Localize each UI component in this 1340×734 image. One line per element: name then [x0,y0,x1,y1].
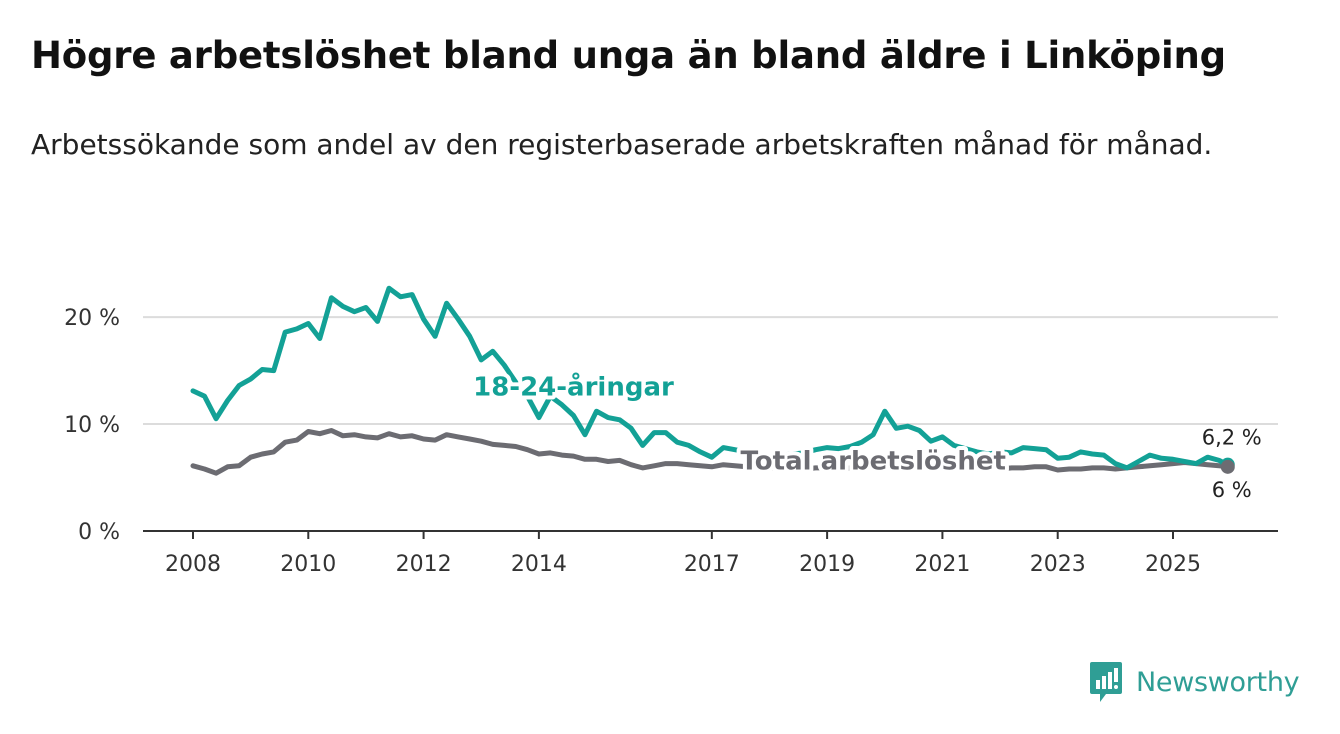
series-lines [190,285,1235,476]
y-tick-label: 20 % [64,306,120,331]
x-tick-label: 2021 [914,552,970,577]
chart-subtitle: Arbetssökande som andel av den registerb… [31,128,1213,161]
y-tick-label: 0 % [78,520,120,545]
y-tick-label: 10 % [64,413,120,438]
x-tick-label: 2025 [1145,552,1201,577]
x-tick-label: 2014 [511,552,567,577]
brand-name: Newsworthy [1136,666,1300,698]
newsworthy-logo[interactable]: Newsworthy [1088,660,1300,704]
newsworthy-logo-icon [1090,662,1122,702]
x-tick-label: 2010 [280,552,336,577]
series-label-youth: 18-24-åringar [473,371,674,403]
end-point-total [1220,459,1235,474]
series-label-total: Total arbetslöshet [741,446,1006,476]
x-tick-label: 2017 [684,552,740,577]
x-tick-label: 2019 [799,552,855,577]
x-axis: 2008 2010 2012 2014 2017 2019 2021 2023 2025 [143,530,1278,577]
x-tick-label: 2023 [1030,552,1086,577]
chart-title: Högre arbetslöshet bland unga än bland ä… [31,34,1226,77]
y-axis: 0 % 10 % 20 % [64,306,120,545]
x-tick-label: 2012 [396,552,452,577]
series-labels: 18-24-åringar Total arbetslöshet 6,2 % 6 % [469,367,1264,505]
grid-lines [143,316,1278,426]
x-tick-label: 2008 [165,552,221,577]
end-value-label-total: 6 % [1212,478,1252,502]
end-value-label-youth: 6,2 % [1202,426,1262,450]
series-line-youth [190,285,1231,471]
series-line-total [190,428,1231,476]
